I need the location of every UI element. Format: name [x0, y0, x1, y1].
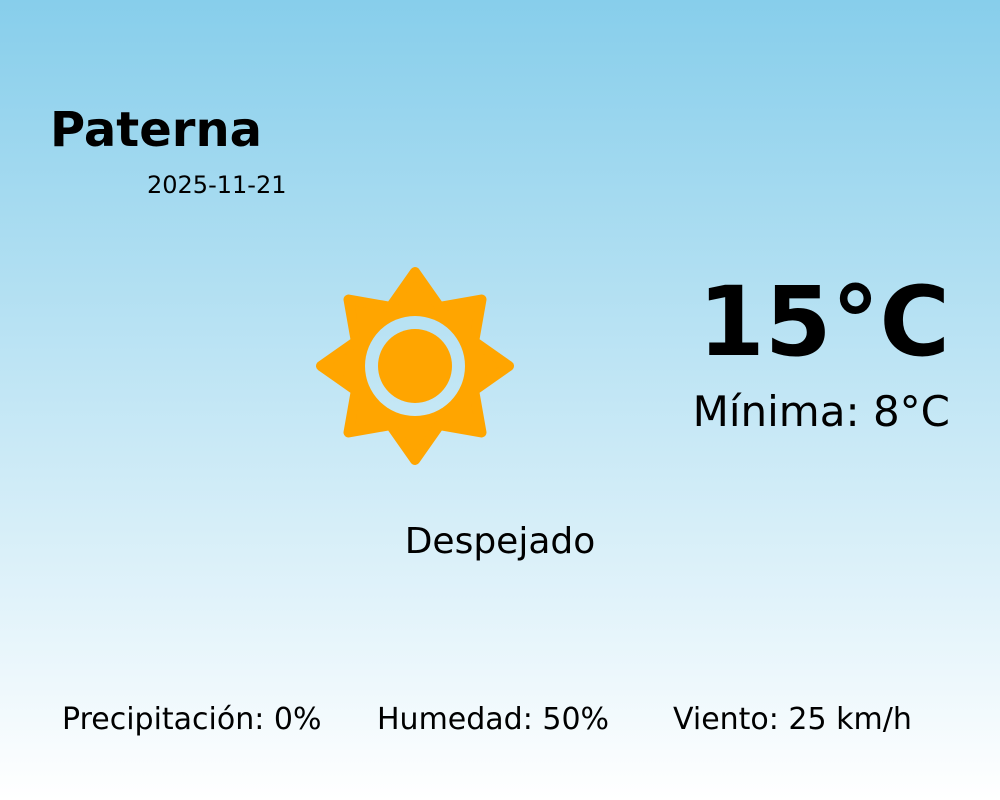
precipitation-stat: Precipitación: 0%	[62, 702, 322, 737]
minimum-temperature: Mínima: 8°C	[692, 387, 950, 436]
humidity-stat: Humedad: 50%	[377, 702, 610, 737]
wind-stat: Viento: 25 km/h	[673, 702, 912, 737]
sun-icon	[316, 267, 514, 465]
current-temperature: 15°C	[697, 266, 950, 378]
city-name: Paterna	[50, 102, 263, 158]
weather-condition: Despejado	[404, 521, 596, 562]
forecast-date: 2025-11-21	[147, 171, 287, 199]
